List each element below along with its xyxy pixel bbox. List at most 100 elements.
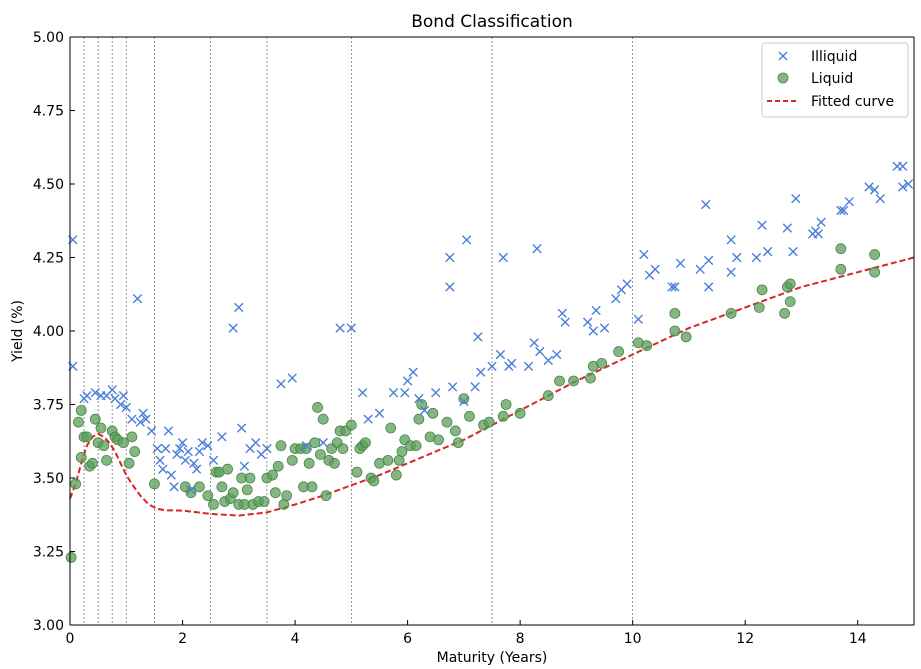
illiquid-point: [633, 314, 643, 324]
illiquid-point: [588, 326, 598, 336]
illiquid-point: [166, 470, 176, 480]
liquid-point: [568, 375, 579, 387]
liquid-point: [208, 499, 219, 510]
liquid-point: [483, 416, 495, 428]
liquid-point: [89, 413, 101, 425]
liquid-point: [306, 481, 318, 493]
liquid-point: [244, 472, 256, 484]
liquid-point: [227, 487, 239, 499]
liquid-point: [382, 454, 394, 466]
illiquid-point: [363, 414, 373, 424]
illiquid-point: [107, 385, 117, 395]
legend-entry-illiquid: Illiquid: [778, 49, 857, 65]
liquid-points-layer: [65, 243, 881, 563]
illiquid-point: [763, 246, 773, 257]
x-axis-ticks: 0 2 4 6 8 10 12 14: [66, 620, 867, 647]
legend-liquid-marker-icon: [777, 72, 789, 84]
illiquid-point: [169, 482, 179, 492]
liquid-point: [427, 407, 439, 419]
illiquid-point: [135, 417, 146, 427]
illiquid-point: [158, 464, 168, 474]
illiquid-point: [374, 408, 385, 419]
liquid-point: [351, 466, 363, 478]
liquid-point: [73, 416, 84, 428]
y-tick-label: 5.00: [33, 30, 64, 46]
illiquid-point: [172, 449, 182, 460]
illiquid-point: [670, 282, 680, 292]
liquid-point: [756, 284, 768, 296]
liquid-point: [385, 422, 397, 434]
illiquid-point: [197, 438, 207, 448]
legend-illiquid-marker-icon: [778, 51, 788, 61]
legend-box: [761, 42, 909, 118]
illiquid-point: [115, 399, 126, 410]
illiquid-point: [388, 388, 399, 398]
x-tick-label: 10: [624, 631, 642, 647]
liquid-point: [779, 307, 790, 319]
liquid-point: [148, 478, 160, 490]
liquid-point: [835, 263, 847, 275]
illiquid-point: [301, 440, 312, 451]
liquid-point: [70, 478, 82, 490]
illiquid-point: [236, 423, 247, 433]
illiquid-point: [470, 382, 480, 392]
illiquid-point: [622, 279, 632, 289]
liquid-point: [81, 431, 93, 443]
liquid-point: [390, 469, 402, 481]
illiquid-point: [476, 367, 486, 377]
liquid-point: [286, 454, 298, 466]
illiquid-point: [639, 249, 649, 260]
illiquid-point: [898, 182, 908, 192]
liquid-point: [680, 331, 692, 343]
illiquid-point: [203, 440, 213, 451]
illiquid-point: [234, 302, 244, 313]
fitted-curve-line: [69, 256, 915, 517]
illiquid-point: [152, 443, 162, 454]
liquid-point: [725, 307, 737, 319]
illiquid-point: [560, 317, 570, 327]
illiquid-point: [189, 458, 199, 468]
illiquid-point: [400, 388, 410, 398]
illiquid-point: [498, 252, 508, 263]
illiquid-point: [447, 382, 458, 392]
illiquid-point: [228, 323, 238, 333]
illiquid-point: [487, 361, 497, 371]
illiquid-point: [402, 376, 413, 386]
liquid-point: [500, 399, 512, 410]
liquid-point: [433, 434, 444, 446]
illiquid-point: [869, 185, 880, 195]
illiquid-point: [864, 182, 874, 192]
liquid-point: [281, 490, 293, 502]
illiquid-point: [194, 446, 205, 457]
liquid-point: [585, 372, 596, 384]
illiquid-point: [732, 252, 742, 263]
x-tick-label: 8: [516, 631, 525, 647]
liquid-point: [258, 496, 270, 507]
illiquid-point: [127, 414, 137, 424]
illiquid-point: [121, 402, 131, 413]
illiquid-point: [532, 243, 542, 254]
illiquid-point: [838, 205, 849, 216]
liquid-point: [202, 490, 214, 502]
illiquid-point: [408, 367, 418, 377]
liquid-point: [869, 249, 881, 260]
x-tick-label: 4: [291, 631, 300, 647]
liquid-point: [98, 440, 110, 452]
y-tick-label: 4.00: [33, 324, 64, 340]
liquid-point: [275, 440, 287, 452]
illiquid-point: [726, 267, 736, 277]
illiquid-point: [703, 282, 714, 292]
illiquid-point: [875, 194, 885, 204]
y-tick-label: 4.50: [33, 177, 64, 193]
illiquid-point: [118, 390, 129, 401]
liquid-point: [222, 463, 233, 475]
illiquid-point: [163, 426, 174, 436]
illiquid-point: [90, 388, 101, 398]
illiquid-point: [903, 179, 914, 189]
liquid-point: [312, 402, 323, 413]
x-tick-label: 0: [66, 631, 75, 647]
illiquid-point: [239, 461, 250, 471]
illiquid-point: [445, 252, 455, 263]
illiquid-point: [599, 323, 610, 333]
